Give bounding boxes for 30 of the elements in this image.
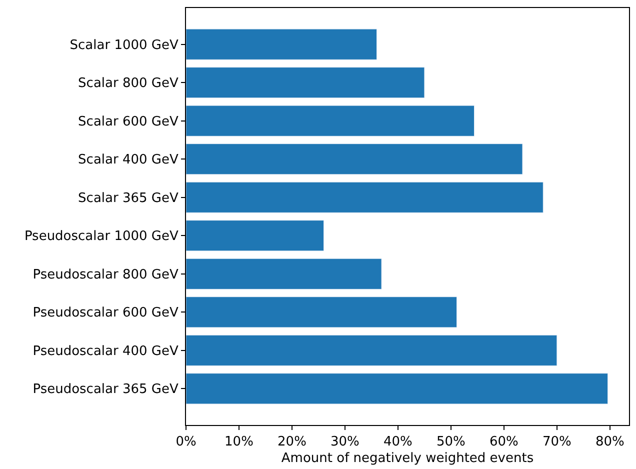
bar [186,105,475,136]
bar [186,67,425,98]
y-tick-label: Pseudoscalar 1000 GeV [24,229,179,244]
x-tick-label: 40% [384,434,412,450]
y-tick-label: Scalar 365 GeV [78,190,178,206]
bar [186,258,382,290]
x-tick-label: 20% [278,434,306,450]
y-tick-label: Pseudoscalar 400 GeV [32,344,178,359]
x-tick-label: 30% [330,434,360,450]
bar [186,296,458,328]
y-tick-label: Pseudoscalar 800 GeV [32,267,178,282]
x-tick-label: 80% [595,434,624,450]
y-tick-label: Scalar 400 GeV [78,152,178,168]
y-tick-label: Pseudoscalar 600 GeV [32,306,178,321]
y-tick-label: Scalar 600 GeV [78,114,178,130]
y-tick-label: Pseudoscalar 365 GeV [32,382,178,398]
x-tick-label: 50% [436,434,466,450]
y-tick-label: Scalar 1000 GeV [70,38,178,53]
x-tick-label: 60% [489,434,518,450]
x-tick-label: 70% [542,434,572,450]
x-tick-label: 10% [224,434,254,450]
bar [186,373,608,404]
bar [186,334,558,366]
bar [186,144,523,175]
bar [186,28,378,60]
x-tick-label: 0% [176,434,196,450]
x-axis-title: Amount of negatively weighted events [281,451,534,466]
y-tick-label: Scalar 800 GeV [78,76,178,92]
bar [186,220,324,252]
bar [186,182,544,213]
